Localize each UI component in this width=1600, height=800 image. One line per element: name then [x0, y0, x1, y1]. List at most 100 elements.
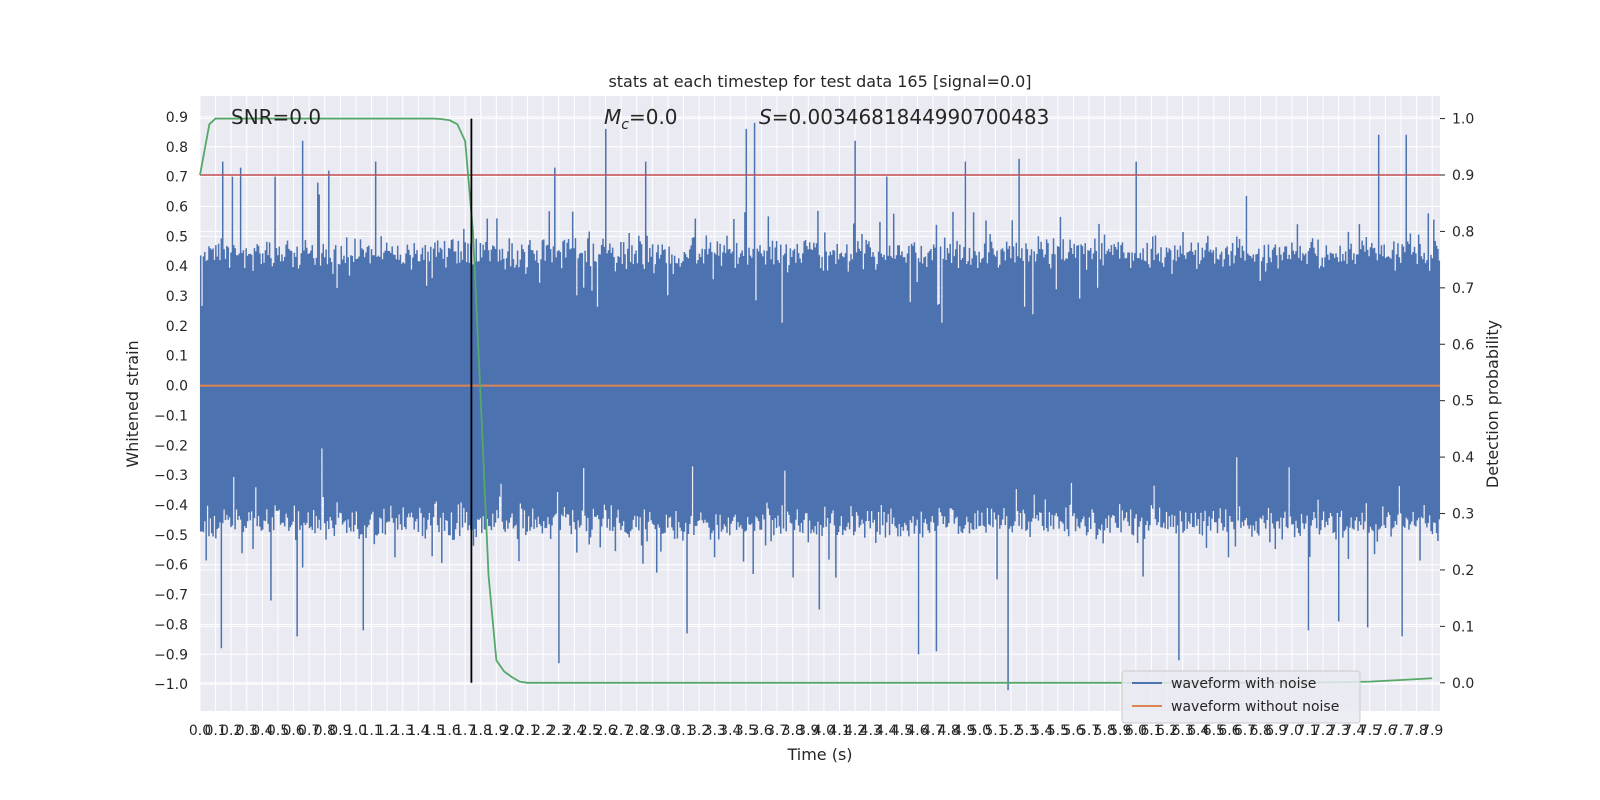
x-tick-label: 4.6: [906, 723, 928, 739]
x-tick-label: 2.4: [563, 723, 585, 739]
y-axis-label: Whitened strain: [123, 340, 142, 467]
x-tick-label: 3.4: [719, 723, 741, 739]
waveform-with-noise-line: [199, 122, 1441, 691]
y-tick-label: −0.8: [154, 617, 188, 633]
y-tick-label: 0.1: [166, 349, 188, 365]
y2-tick-label: 0.4: [1452, 450, 1474, 466]
x-tick-label: 1.2: [376, 723, 398, 739]
x-tick-label: 6.4: [1187, 723, 1209, 739]
x-tick-label: 7.7: [1390, 723, 1412, 739]
x-tick-label: 4.2: [844, 723, 866, 739]
x-tick-label: 1.6: [438, 723, 460, 739]
y2-tick-label: 0.6: [1452, 337, 1474, 353]
x-tick-label: 4.0: [813, 723, 835, 739]
x-tick-label: 7.8: [1405, 723, 1427, 739]
y-tick-label: −0.7: [154, 588, 188, 604]
x-tick-label: 4.1: [828, 723, 850, 739]
x-tick-label: 2.1: [516, 723, 538, 739]
x-tick-label: 1.9: [485, 723, 507, 739]
x-tick-label: 2.2: [532, 723, 554, 739]
chart-title: stats at each timestep for test data 165…: [608, 72, 1031, 91]
y2-tick-label: 0.1: [1452, 619, 1474, 635]
x-tick-label: 1.1: [360, 723, 382, 739]
x-tick-label: 5.0: [969, 723, 991, 739]
y2-tick-label: 0.7: [1452, 281, 1474, 297]
x-tick-label: 0.5: [267, 723, 289, 739]
x-tick-label: 4.3: [860, 723, 882, 739]
x-tick-label: 4.8: [938, 723, 960, 739]
y-tick-label: −0.5: [154, 528, 188, 544]
x-tick-label: 7.2: [1312, 723, 1334, 739]
chirp-mass-subscript: c: [621, 117, 629, 133]
y2-tick-label: 0.3: [1452, 507, 1474, 523]
x-tick-label: 0.3: [236, 723, 258, 739]
y-tick-label: 0.8: [166, 140, 188, 156]
y2-tick-label: 0.8: [1452, 224, 1474, 240]
y2-tick-label: 1.0: [1452, 112, 1474, 128]
x-tick-label: 0.2: [220, 723, 242, 739]
statistic-annotation: S=0.0034681844990700483: [759, 105, 1049, 129]
x-tick-label: 7.5: [1359, 723, 1381, 739]
x-tick-label: 2.0: [501, 723, 523, 739]
y-tick-label: −0.2: [154, 438, 188, 454]
x-tick-label: 7.0: [1281, 723, 1303, 739]
y-tick-label: 0.7: [166, 170, 188, 186]
x-tick-label: 7.6: [1374, 723, 1396, 739]
x-tick-label: 2.5: [579, 723, 601, 739]
x-tick-label: 5.2: [1000, 723, 1022, 739]
legend-label-waveform-without-noise: waveform without noise: [1171, 699, 1339, 715]
x-tick-label: 4.9: [953, 723, 975, 739]
x-tick-label: 1.4: [407, 723, 429, 739]
x-tick-label: 2.3: [548, 723, 570, 739]
x-tick-label: 6.6: [1218, 723, 1240, 739]
x-tick-label: 2.8: [626, 723, 648, 739]
y2-axis-label: Detection probability: [1483, 320, 1502, 488]
x-tick-label: 4.5: [891, 723, 913, 739]
x-tick-label: 1.0: [345, 723, 367, 739]
y-tick-label: 0.4: [166, 259, 188, 275]
y-tick-label: 0.9: [166, 110, 188, 126]
legend-label-waveform-with-noise: waveform with noise: [1171, 676, 1316, 692]
x-tick-label: 6.3: [1172, 723, 1194, 739]
x-tick-label: 5.8: [1094, 723, 1116, 739]
y-tick-label: −1.0: [154, 677, 188, 693]
x-tick-label: 3.5: [735, 723, 757, 739]
x-tick-label: 5.5: [1047, 723, 1069, 739]
chirp-mass-symbol: M: [604, 105, 621, 129]
y2-tick-label: 0.5: [1452, 394, 1474, 410]
x-tick-label: 1.3: [392, 723, 414, 739]
y-tick-label: 0.2: [166, 319, 188, 335]
x-tick-label: 5.1: [984, 723, 1006, 739]
x-tick-label: 0.0: [189, 723, 211, 739]
x-tick-label: 6.7: [1234, 723, 1256, 739]
x-tick-label: 0.7: [298, 723, 320, 739]
x-tick-label: 7.9: [1421, 723, 1443, 739]
x-tick-label: 7.1: [1296, 723, 1318, 739]
x-tick-label: 5.7: [1078, 723, 1100, 739]
x-tick-label: 3.7: [766, 723, 788, 739]
overlay-lines: [199, 117, 1440, 684]
statistic-symbol: S: [759, 105, 772, 129]
x-tick-label: 7.4: [1343, 723, 1365, 739]
x-tick-label: 6.2: [1156, 723, 1178, 739]
x-tick-label: 3.9: [797, 723, 819, 739]
x-tick-label: 5.3: [1016, 723, 1038, 739]
x-tick-label: 5.4: [1031, 723, 1053, 739]
snr-annotation: SNR=0.0: [231, 105, 321, 129]
x-tick-label: 3.3: [704, 723, 726, 739]
statistic-value: =0.0034681844990700483: [772, 105, 1050, 129]
x-tick-label: 0.6: [282, 723, 304, 739]
x-tick-label: 6.0: [1125, 723, 1147, 739]
chirp-mass-annotation: Mc=0.0: [604, 105, 678, 133]
chirp-mass-value: =0.0: [629, 105, 678, 129]
waveform-with-noise-series: [199, 122, 1441, 691]
x-tick-label: 6.9: [1265, 723, 1287, 739]
x-tick-label: 2.6: [594, 723, 616, 739]
x-tick-label: 5.9: [1109, 723, 1131, 739]
y-tick-label: 0.6: [166, 199, 188, 215]
y-tick-label: 0.0: [166, 379, 188, 395]
x-tick-label: 2.9: [641, 723, 663, 739]
x-tick-label: 1.7: [454, 723, 476, 739]
x-tick-label: 0.4: [251, 723, 273, 739]
x-tick-label: 3.2: [688, 723, 710, 739]
